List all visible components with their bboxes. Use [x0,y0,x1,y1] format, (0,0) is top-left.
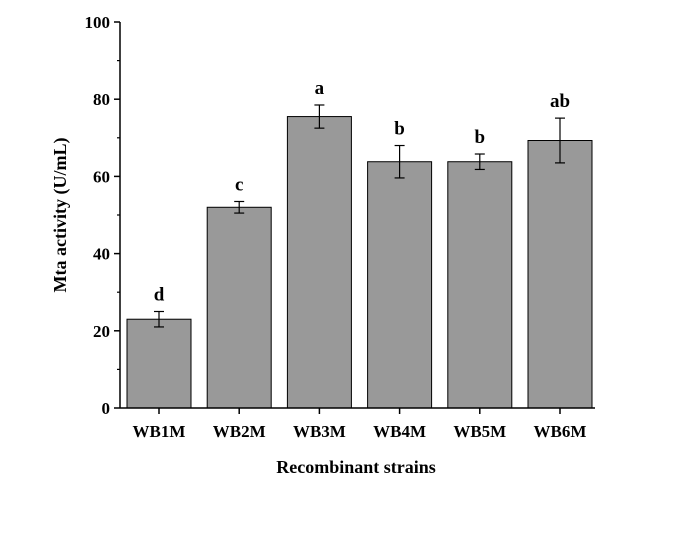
significance-label: d [154,285,165,306]
bar-wb2m [206,206,272,409]
x-tick-label: WB4M [373,422,426,441]
x-tick-label: WB2M [213,422,266,441]
y-tick-label: 60 [93,167,110,186]
bar-wb5m [447,161,513,409]
y-tick-label: 80 [93,90,110,109]
x-tick-label: WB3M [293,422,346,441]
bar-wb3m [286,116,352,409]
significance-label: b [394,119,405,140]
bar-wb4m [367,161,433,409]
y-tick-label: 20 [93,322,110,341]
x-tick-label: WB1M [133,422,186,441]
x-tick-label: WB5M [453,422,506,441]
ticks-layer: 0 20 40 60 80 100 WB1M WB2M WB3M WB4M WB5M WB6M [85,13,587,441]
significance-label: c [235,174,243,195]
significance-label: b [475,127,486,148]
x-axis-title: Recombinant strains [276,457,436,477]
bar-wb1m [126,318,192,409]
y-axis-title: Mta activity (U/mL) [50,138,71,293]
y-tick-label: 40 [93,245,110,264]
y-tick-label: 0 [102,399,111,418]
significance-label: ab [550,91,570,112]
y-tick-label: 100 [85,13,111,32]
bar-wb6m [527,140,593,409]
x-tick-label: WB6M [534,422,587,441]
significance-label: a [315,78,325,99]
